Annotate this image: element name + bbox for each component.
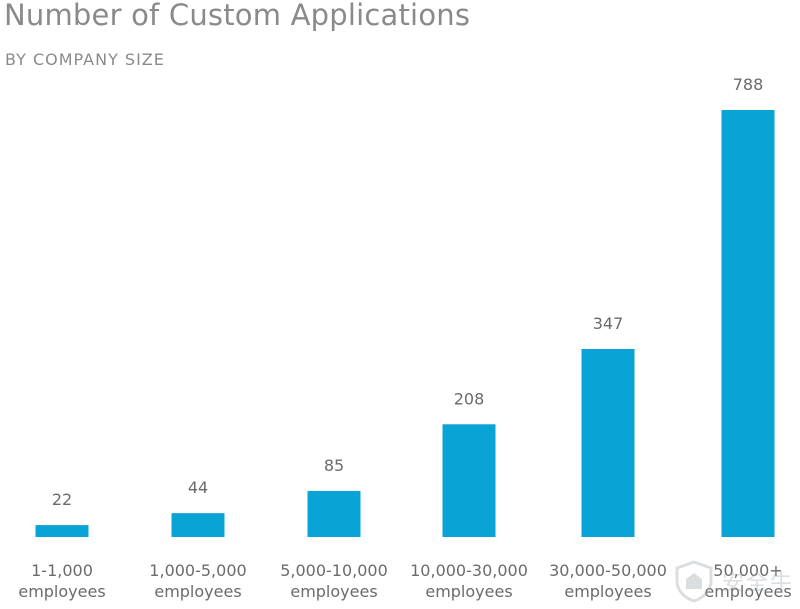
data-label: 208 [454,389,485,408]
bar [442,424,496,537]
bar [307,490,361,537]
bar [581,348,635,537]
data-label: 85 [324,456,344,475]
watermark: 安全牛 [672,559,794,603]
chart-subtitle: BY COMPANY SIZE [5,50,165,69]
category-label: 1-1,000 employees [18,561,105,601]
category-label: 30,000-50,000 employees [549,561,667,601]
shield-icon [675,560,713,603]
category-label: 10,000-30,000 employees [410,561,528,601]
data-label: 347 [593,314,624,333]
bar [171,513,225,537]
watermark-text: 安全牛 [721,571,794,596]
category-label: 1,000-5,000 employees [149,561,246,601]
data-label: 22 [52,490,72,509]
bar [721,110,775,537]
category-label: 50,000+ employees [704,561,791,601]
data-label: 44 [188,478,208,497]
bar [35,525,89,537]
data-label: 788 [733,75,764,94]
category-label: 5,000-10,000 employees [280,561,388,601]
chart-title: Number of Custom Applications [4,0,471,32]
